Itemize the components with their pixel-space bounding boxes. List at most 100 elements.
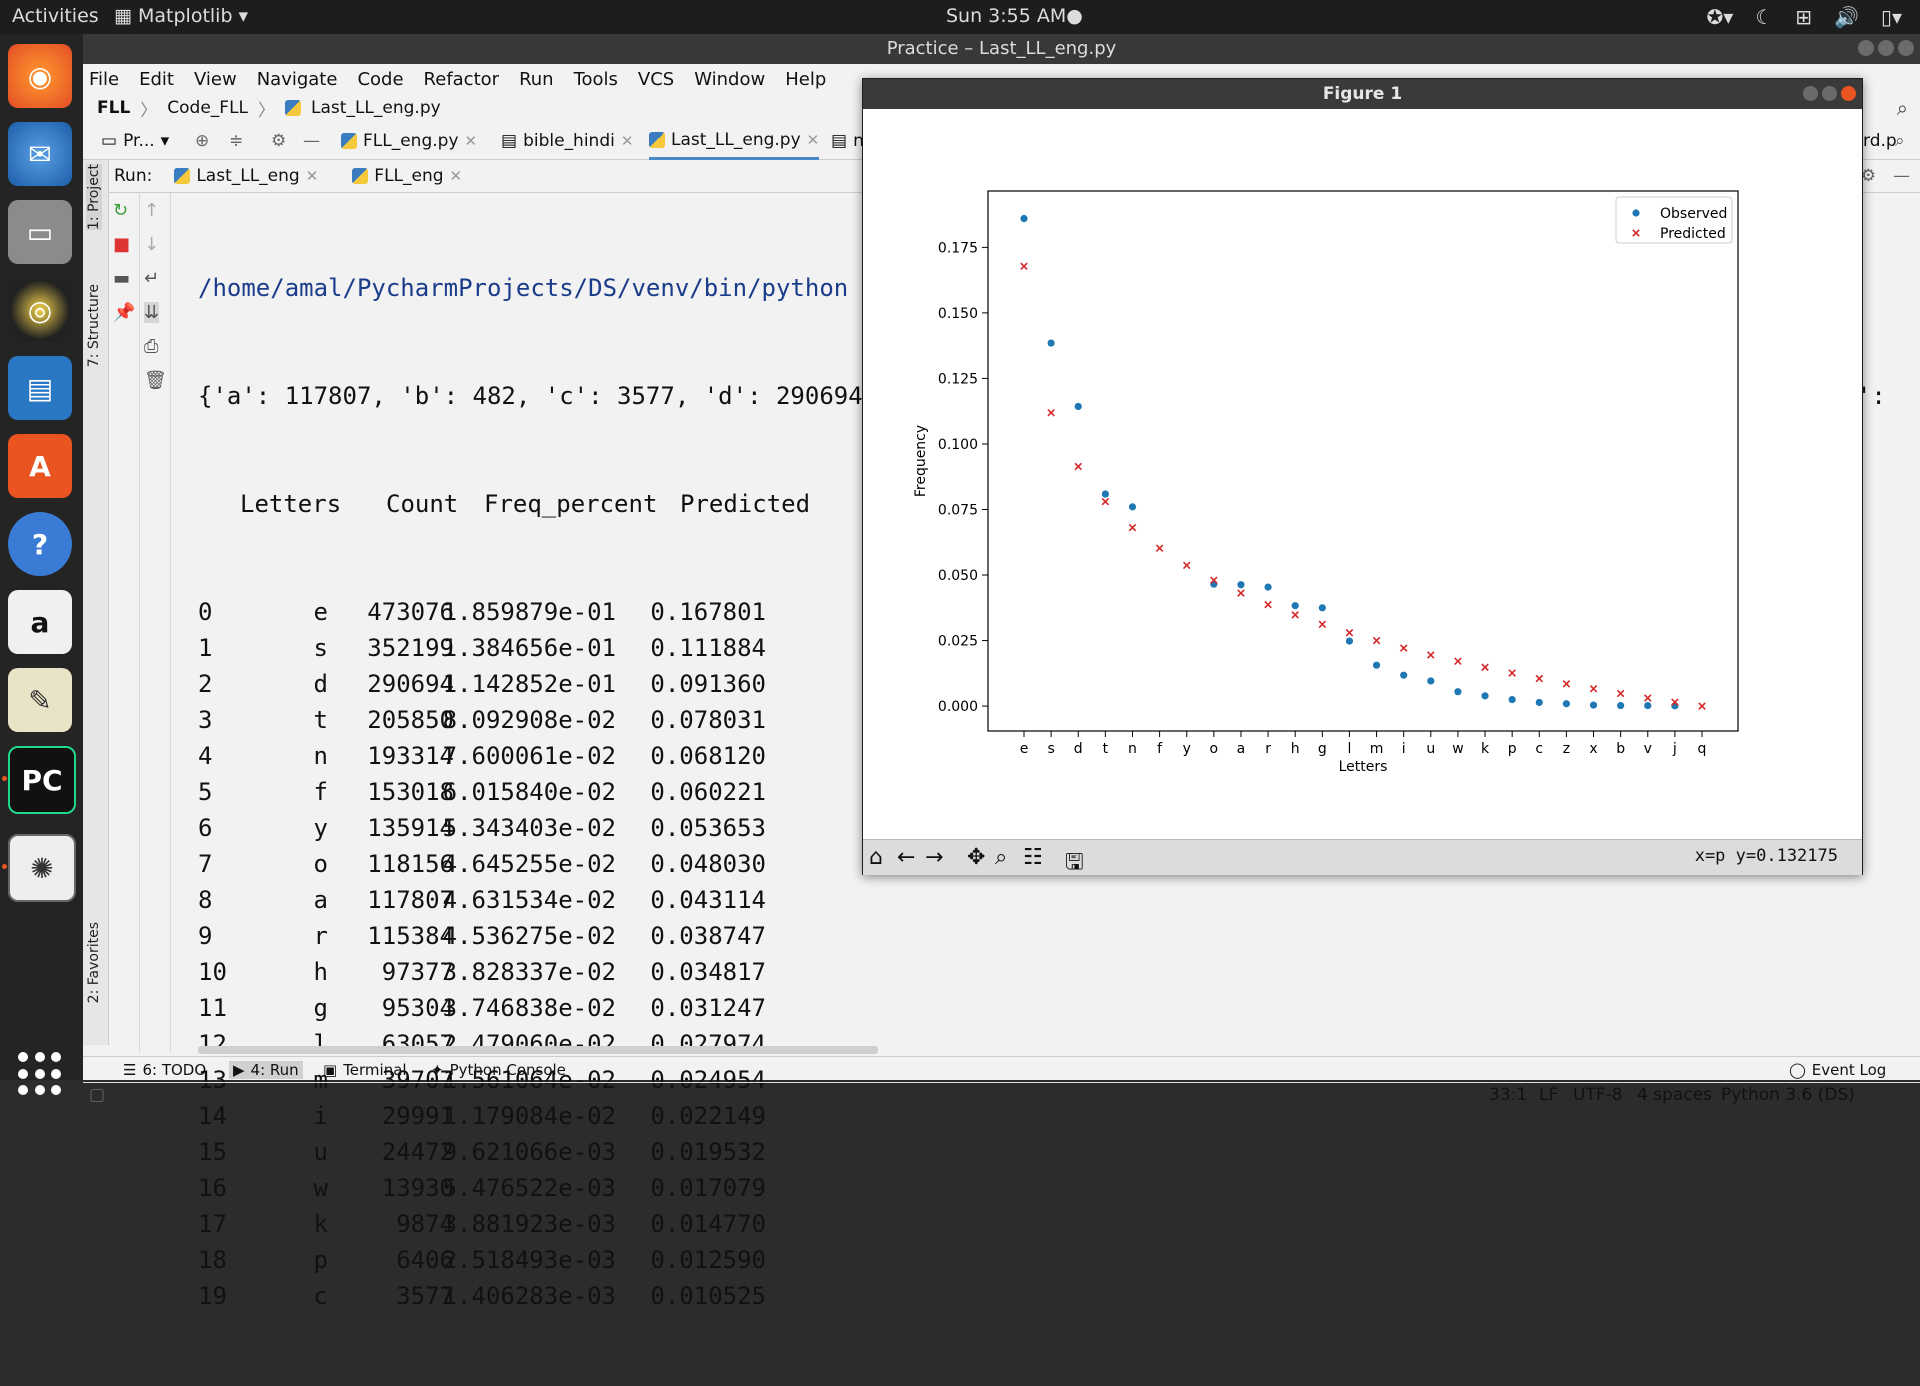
rerun-icon[interactable]: ↻ (113, 200, 129, 221)
scatter-chart[interactable]: 0.000 0.025 0.050 0.075 0.100 0.125 0.150 0.175… (863, 109, 1862, 839)
y-tick-label: 0.150 (938, 306, 978, 322)
table-row: 3 t 205850 8.092908e-02 0.078031 (198, 702, 766, 738)
pycharm-icon[interactable]: PC (8, 746, 76, 814)
menu-run[interactable]: Run (519, 68, 554, 90)
tab-run[interactable]: ▶ 4: Run (229, 1061, 303, 1079)
status-line-separator[interactable]: LF (1539, 1085, 1559, 1105)
hide-icon[interactable]: — (1893, 166, 1910, 186)
observed-point (1454, 688, 1462, 696)
tab-structure-tool[interactable]: 7: Structure (86, 284, 102, 368)
minimize-icon[interactable] (1803, 86, 1818, 101)
maximize-icon[interactable] (1878, 40, 1894, 56)
hide-icon[interactable]: — (303, 131, 320, 151)
text-editor-icon[interactable]: ✎ (8, 668, 72, 732)
tab-last-ll-eng[interactable]: Last_LL_eng.py ✕ (649, 122, 820, 160)
help-icon[interactable]: ? (8, 512, 72, 576)
menu-vcs[interactable]: VCS (637, 68, 675, 90)
horizontal-scrollbar[interactable] (198, 1046, 878, 1054)
software-icon[interactable]: A (8, 434, 72, 498)
status-encoding[interactable]: UTF-8 (1573, 1085, 1623, 1105)
arrow-down-icon[interactable]: ↓ (144, 234, 160, 255)
trash-icon[interactable]: 🗑 (144, 370, 167, 391)
menu-tools[interactable]: Tools (573, 68, 618, 90)
pin-icon[interactable]: 📌 (113, 302, 136, 323)
breadcrumb-project[interactable]: FLL (97, 98, 131, 118)
layout-toggle-icon[interactable]: ▢ (89, 1085, 106, 1105)
menu-view[interactable]: View (193, 68, 237, 90)
firefox-icon[interactable]: ◉ (8, 44, 72, 108)
status-interpreter[interactable]: Python 3.6 (DS) (1721, 1085, 1855, 1105)
back-arrow-icon[interactable]: ← (897, 845, 916, 870)
menu-file[interactable]: File (89, 68, 120, 90)
close-tab-icon[interactable]: ✕ (464, 132, 478, 150)
system-tray[interactable]: ✪▾ ☾ ⊞ 🔊 ▯▾ (1707, 5, 1902, 29)
activities-button[interactable]: Activities (12, 5, 99, 27)
locate-icon[interactable]: ⊕ (195, 131, 210, 151)
maximize-icon[interactable] (1822, 86, 1837, 101)
gear-icon[interactable]: ⚙ (271, 131, 287, 151)
menu-window[interactable]: Window (694, 68, 766, 90)
thunderbird-icon[interactable]: ✉ (8, 122, 72, 186)
tab-favorites-tool[interactable]: 2: Favorites (86, 922, 102, 1004)
scroll-to-end-icon[interactable]: ⇊ (144, 302, 160, 323)
run-console[interactable]: /home/amal/PycharmProjects/DS/venv/bin/p… (198, 198, 1886, 1386)
clock[interactable]: Sun 3:55 AM● (946, 5, 1083, 27)
stop-icon[interactable]: ■ (113, 234, 131, 255)
tab-terminal[interactable]: ▣ Terminal (323, 1061, 407, 1079)
forward-arrow-icon[interactable]: → (925, 845, 944, 870)
menu-navigate[interactable]: Navigate (256, 68, 338, 90)
status-indent[interactable]: 4 spaces (1637, 1085, 1712, 1105)
pan-icon[interactable]: ✥ (967, 845, 986, 870)
amazon-icon[interactable]: a (8, 590, 72, 654)
rhythmbox-icon[interactable]: ◎ (8, 278, 72, 342)
print-icon[interactable]: ⎙ (144, 336, 159, 357)
save-icon[interactable]: 🖫 (1065, 850, 1084, 875)
show-applications-icon[interactable] (18, 1052, 62, 1096)
run-tab-last-ll-eng[interactable]: Last_LL_eng (196, 166, 300, 186)
tab-todo[interactable]: ☰ 6: TODO (123, 1061, 206, 1079)
status-bar: ▢ 33:1 LF UTF-8 4 spaces Python 3.6 (DS) (83, 1082, 1920, 1107)
close-tab-icon[interactable]: ✕ (305, 167, 319, 185)
run-tab-fll-eng[interactable]: FLL_eng (374, 166, 444, 186)
menu-edit[interactable]: Edit (139, 68, 174, 90)
close-tab-icon[interactable]: ✕ (449, 167, 463, 185)
close-icon[interactable] (1841, 86, 1856, 101)
status-position[interactable]: 33:1 (1489, 1085, 1528, 1105)
files-icon[interactable]: ▭ (8, 200, 72, 264)
tab-python-console[interactable]: ✦ Python Console (431, 1061, 566, 1079)
tab-right-fragment[interactable]: rd.p (1863, 122, 1897, 160)
observed-point (1074, 402, 1082, 411)
tab-bible-hindi[interactable]: ▤ bible_hindi ✕ (501, 122, 633, 160)
search-icon[interactable]: ⌕ (1896, 96, 1908, 120)
configure-subplots-icon[interactable]: ☷ (1023, 845, 1043, 870)
row-freq: 1.142852e-01 (442, 670, 616, 698)
close-tab-icon[interactable]: ✕ (806, 130, 820, 149)
tab-label: Python Console (449, 1061, 566, 1079)
search-icon[interactable]: ⌕ (1895, 131, 1905, 151)
app-menu[interactable]: ▦ Matplotlib ▾ (114, 5, 248, 27)
tab-project-tool[interactable]: 1: Project (86, 164, 102, 230)
zoom-icon[interactable]: ⌕ (995, 845, 1008, 870)
event-log-button[interactable]: ◯ Event Log (1789, 1061, 1886, 1079)
menu-refactor[interactable]: Refactor (423, 68, 500, 90)
tab-fll-eng[interactable]: FLL_eng.py ✕ (341, 122, 477, 160)
breadcrumb-file[interactable]: Last_LL_eng.py (311, 98, 441, 118)
matplotlib-dock-icon[interactable]: ✺ (8, 834, 76, 902)
layout-icon[interactable]: ▬ (113, 268, 131, 289)
breadcrumb-folder[interactable]: Code_FLL (167, 98, 249, 118)
soft-wrap-icon[interactable]: ↵ (144, 268, 160, 289)
accessibility-icon[interactable]: ✪▾ (1706, 5, 1734, 29)
menu-code[interactable]: Code (357, 68, 404, 90)
project-view-selector[interactable]: ▭ Pr... ▾ (101, 122, 169, 160)
home-icon[interactable]: ⌂ (869, 845, 883, 870)
close-tab-icon[interactable]: ✕ (620, 132, 634, 150)
close-icon[interactable] (1898, 40, 1914, 56)
collapse-icon[interactable]: ≑ (229, 131, 244, 151)
writer-icon[interactable]: ▤ (8, 356, 72, 420)
menu-help[interactable]: Help (785, 68, 827, 90)
arrow-up-icon[interactable]: ↑ (144, 200, 160, 221)
row-count: 118156 (367, 850, 454, 878)
gear-icon[interactable]: ⚙ (1860, 166, 1876, 186)
minimize-icon[interactable] (1858, 40, 1874, 56)
tab-overflow[interactable]: ▤ n (831, 122, 864, 160)
